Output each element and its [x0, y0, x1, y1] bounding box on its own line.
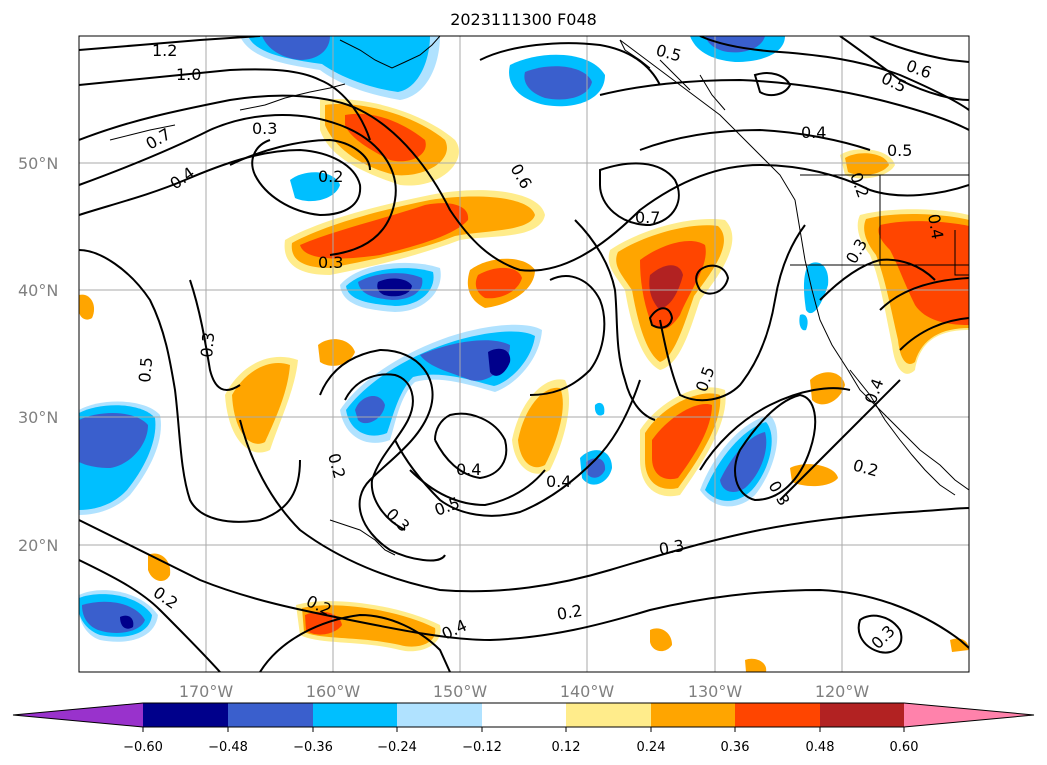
longitude-labels: 170°W 160°W 150°W 140°W 130°W 120°W	[179, 682, 870, 701]
colorbar-labels: −0.60 −0.48 −0.36 −0.24 −0.12 0.12 0.24 …	[123, 740, 918, 755]
colorbar-segment	[482, 703, 566, 727]
negative-anomaly-region	[488, 348, 511, 376]
positive-anomaly-region	[950, 638, 969, 652]
positive-anomaly-region	[518, 387, 563, 468]
colorbar-segment	[228, 703, 313, 727]
contour-label: 0.5	[654, 41, 684, 66]
contour-label: 0.3	[765, 478, 794, 510]
colorbar-segment	[143, 703, 228, 727]
colorbar-label: 0.60	[890, 740, 919, 755]
colorbar-segment	[13, 703, 143, 727]
colorbar-ticks	[142, 727, 905, 732]
negative-anomaly-region	[803, 262, 829, 314]
map-frame	[78, 35, 970, 673]
longitude-label: 170°W	[179, 682, 234, 701]
negative-anomaly-region	[420, 340, 510, 381]
contour-label: 1.2	[152, 41, 177, 60]
colorbar-segment	[735, 703, 820, 727]
colorbar-segment	[313, 703, 397, 727]
colorbar-label: −0.24	[377, 740, 417, 755]
positive-anomaly-region	[649, 265, 683, 309]
longitude-label: 120°W	[815, 682, 870, 701]
contour-label: 0.2	[324, 451, 349, 481]
colorbar-label: 0.24	[637, 740, 666, 755]
colorbar: −0.60 −0.48 −0.36 −0.24 −0.12 0.12 0.24 …	[12, 702, 1035, 755]
positive-anomaly-region	[318, 339, 355, 366]
contour-label: 0.4	[924, 212, 947, 240]
coastlines	[109, 36, 969, 556]
negative-anomaly-region	[355, 395, 385, 424]
negative-anomaly-region	[720, 432, 767, 492]
contour-label: 0.3	[382, 504, 413, 535]
colorbar-segment	[651, 703, 735, 727]
contour-label: 0.5	[887, 141, 912, 160]
latitude-label: 30°N	[18, 408, 58, 427]
contour-label: 0.3	[657, 536, 685, 559]
negative-anomaly-region	[377, 278, 412, 297]
positive-anomaly-region	[300, 203, 469, 259]
contour-label: 0.3	[252, 119, 277, 138]
positive-anomaly-region	[475, 267, 522, 299]
contour-label: 0.2	[150, 583, 182, 613]
colorbar-label: 0.12	[552, 740, 581, 755]
contour-lines	[79, 36, 969, 672]
contour-label: 0.3	[197, 331, 218, 358]
contour-label: 0.5	[135, 356, 156, 383]
negative-anomaly-region	[262, 36, 330, 60]
contour-label: 0.4	[546, 472, 571, 491]
latitude-label: 50°N	[18, 154, 58, 173]
positive-anomaly-region	[148, 553, 171, 582]
negative-anomaly-region	[594, 402, 605, 416]
colorbar-segment	[566, 703, 651, 727]
contour-label: 0.2	[555, 601, 583, 624]
positive-anomaly-region	[652, 404, 712, 480]
contour-label: 0.4	[166, 163, 198, 193]
latitude-label: 40°N	[18, 281, 58, 300]
negative-anomaly-region	[524, 66, 592, 100]
latitude-labels: 50°N 40°N 30°N 20°N	[18, 154, 58, 555]
contour-label: 0.2	[318, 167, 343, 186]
colorbar-label: −0.36	[293, 740, 333, 755]
contour-label: 0.4	[861, 376, 888, 406]
positive-anomaly-region	[79, 294, 95, 320]
colorbar-label: 0.36	[721, 740, 750, 755]
positive-anomaly-region	[232, 363, 290, 444]
positive-anomaly-region	[878, 221, 969, 325]
negative-anomaly-region	[79, 413, 148, 468]
contour-label: 1.0	[176, 65, 201, 84]
colorbar-label: −0.48	[208, 740, 248, 755]
longitude-label: 140°W	[560, 682, 615, 701]
colorbar-label: −0.60	[123, 740, 163, 755]
map-plot-area: 1.2 1.0 0.7 0.3 0.4 0.2 0.3 0.6 0.7 0.5 …	[79, 36, 969, 672]
negative-anomaly-region	[120, 615, 134, 629]
positive-anomaly-region	[745, 658, 767, 672]
colorbar-segment	[904, 703, 1034, 727]
contour-label: 0.7	[635, 208, 660, 227]
contour-label: 0.3	[318, 253, 343, 272]
positive-anomaly-region	[650, 628, 672, 652]
longitude-label: 130°W	[688, 682, 743, 701]
positive-anomaly-region	[845, 153, 889, 176]
colorbar-label: 0.48	[806, 740, 835, 755]
contour-label: 0.2	[851, 456, 881, 481]
colorbar-segment	[397, 703, 482, 727]
negative-anomaly-region	[290, 172, 340, 202]
colorbar-label: −0.12	[462, 740, 502, 755]
map-title: 2023111300 F048	[450, 10, 597, 29]
contour-label: 0.4	[801, 123, 826, 142]
longitude-label: 160°W	[306, 682, 361, 701]
negative-anomaly-region	[799, 314, 808, 331]
contour-label: 0.6	[507, 161, 536, 193]
contour-labels: 1.2 1.0 0.7 0.3 0.4 0.2 0.3 0.6 0.7 0.5 …	[135, 41, 947, 653]
latitude-label: 20°N	[18, 536, 58, 555]
contour-label: 0.4	[456, 460, 481, 479]
longitude-label: 150°W	[433, 682, 488, 701]
colorbar-segment	[820, 703, 904, 727]
